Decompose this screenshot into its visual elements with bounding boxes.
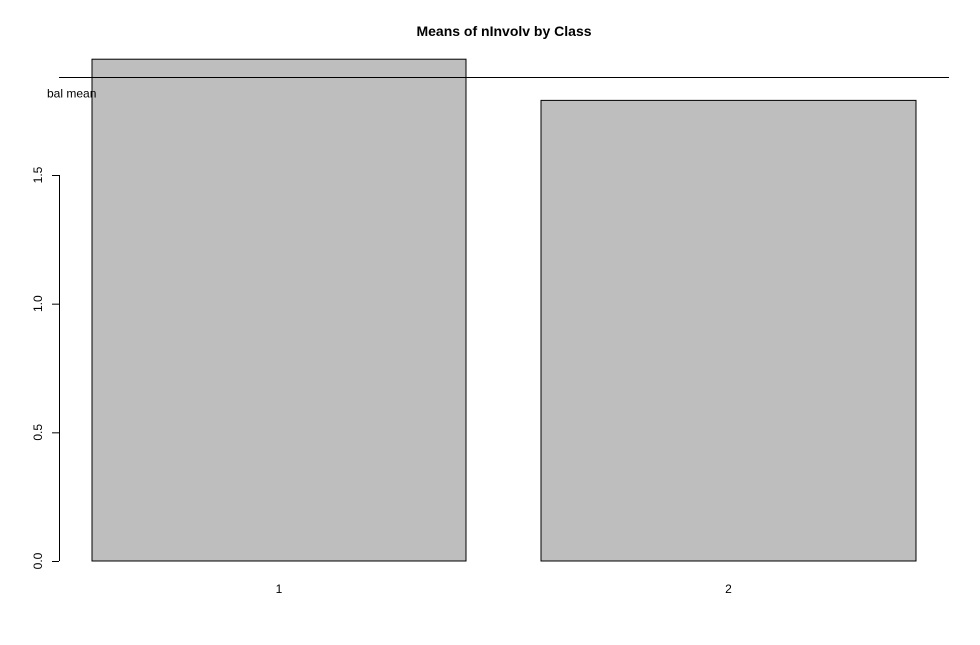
y-tick-label: 1.5 [31, 166, 45, 183]
y-tick-label: 0.5 [31, 424, 45, 441]
x-tick-label-1: 1 [276, 582, 283, 596]
y-tick-label: 1.0 [31, 295, 45, 312]
reference-line-group: bal mean [47, 77, 949, 101]
y-axis: 0.0 0.5 1.0 1.5 [31, 166, 60, 569]
reference-line-label: bal mean [47, 87, 96, 101]
chart-title: Means of nInvolv by Class [416, 23, 591, 39]
bar-2 [540, 99, 917, 562]
y-tick-label: 0.0 [31, 552, 45, 569]
x-tick-label-2: 2 [725, 582, 732, 596]
bar-1 [91, 58, 467, 562]
bars-layer [91, 58, 917, 562]
